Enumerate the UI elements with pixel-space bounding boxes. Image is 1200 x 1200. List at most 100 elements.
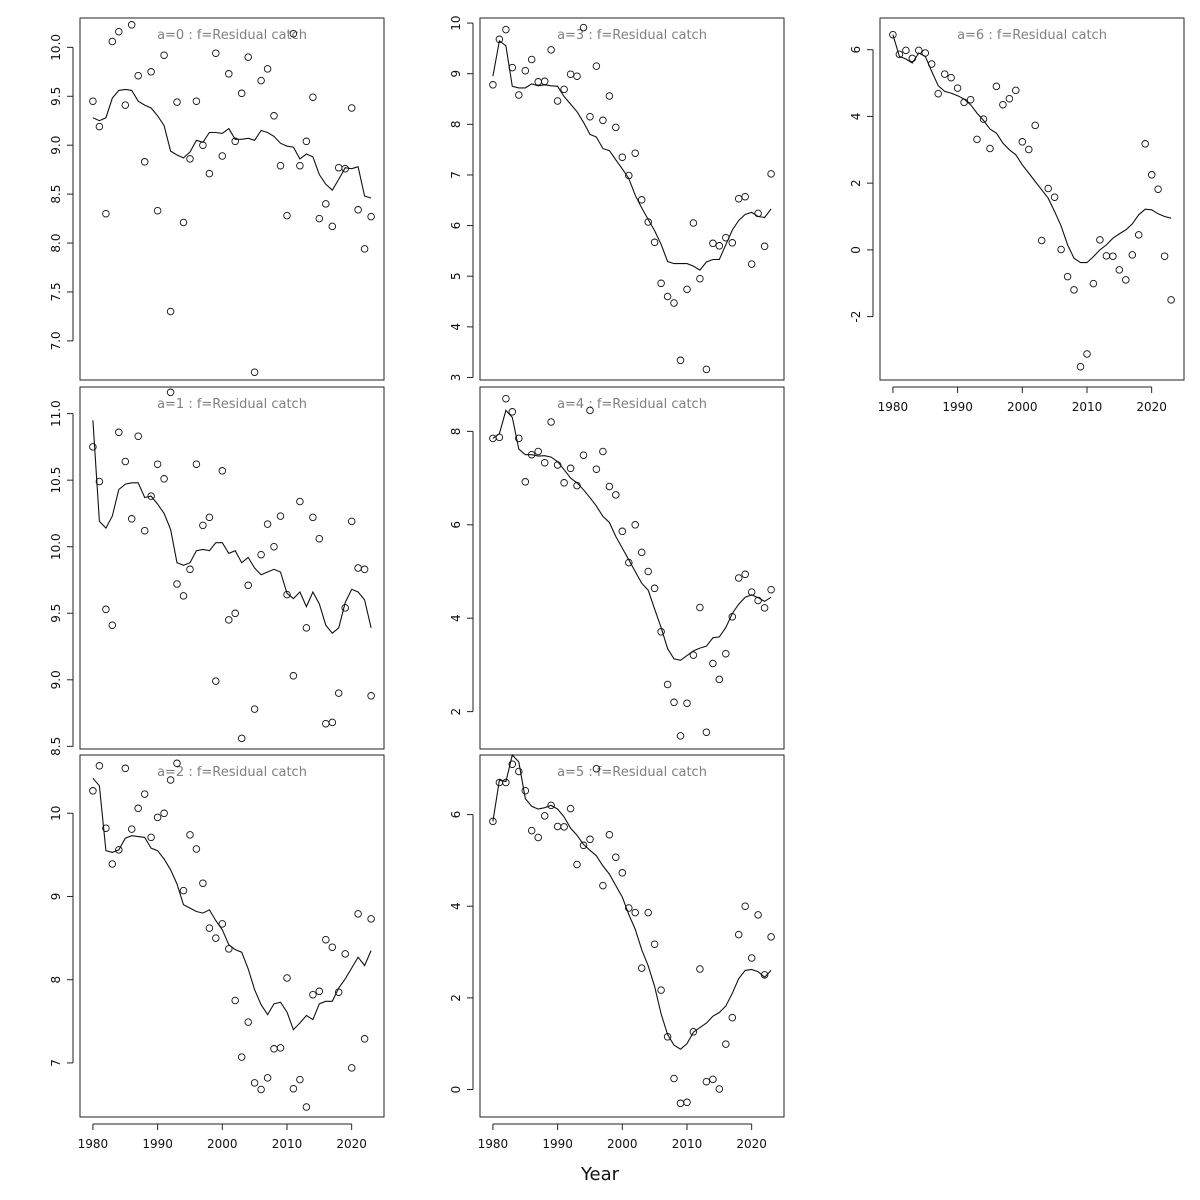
observed-point [360,1035,369,1043]
observed-point [257,550,265,559]
x-tick-label: 2000 [607,1137,638,1151]
observed-point [999,100,1007,109]
observed-point [166,776,175,784]
observed-point [612,123,620,132]
observed-point [289,1084,298,1093]
observed-point [263,1074,272,1082]
observed-point [153,206,162,215]
observed-point [115,428,123,437]
observed-point [115,846,123,854]
observed-point [212,49,220,57]
panel-1: a=1 : f=Residual catch 8.5 9.0 9.5 10.0 10.5 1… [49,386,385,756]
observed-point [283,211,291,220]
observed-point [515,434,523,443]
panel-title: a=2 : f=Residual catch [157,765,307,780]
y-tick-label: 10.5 [49,467,63,494]
y-tick-label: 9.5 [49,604,63,623]
observed-point [696,603,704,612]
observed-point [173,759,181,768]
y-tick-label: 8 [49,976,63,984]
observed-point [586,835,594,844]
observed-point [289,29,298,38]
observed-point [650,238,659,247]
panel-frame [879,17,1185,381]
observed-point [244,53,252,61]
observed-point [631,149,639,157]
observed-point [302,1103,311,1111]
observed-point [160,809,168,818]
observed-point [637,196,646,204]
observed-point [334,988,343,996]
observed-point [644,908,652,917]
observed-point [573,860,581,869]
y-tick-label: 9.0 [49,136,63,155]
x-tick-label: 2020 [736,1137,767,1151]
y-tick-label: 6 [449,521,463,529]
observed-point [1083,350,1091,358]
observed-point [166,307,175,316]
x-tick-label: 1980 [78,1137,109,1151]
observed-point [754,596,762,605]
observed-point [502,25,510,34]
observed-point [212,677,220,685]
observed-point [102,824,110,832]
observed-point [696,965,704,973]
observed-point [521,478,530,486]
observed-point [192,97,201,105]
x-tick-label: 1990 [542,1137,573,1151]
observed-point [134,432,142,440]
observed-point [108,860,117,868]
observed-point [1128,251,1137,259]
observed-point [244,581,252,590]
observed-point [560,85,568,94]
observed-point [1154,185,1162,193]
observed-point [147,68,155,76]
observed-point [940,70,949,78]
observed-point [534,833,542,842]
observed-point [309,513,317,522]
y-tick-label: 6 [449,811,463,819]
observed-point [341,604,349,612]
y-tick-label: 0 [449,1086,463,1094]
observed-point [676,732,685,740]
observed-point [553,97,562,105]
observed-point [618,527,627,536]
fitted-line [892,34,1172,264]
observed-point [127,515,136,523]
observed-point [953,84,962,92]
y-tick-label: 0 [849,246,863,254]
observed-point [302,624,311,632]
observed-point [605,482,614,491]
observed-point [625,558,633,567]
observed-point [140,790,149,798]
observed-point [212,934,220,942]
observed-point [186,155,194,163]
observed-point [566,70,575,78]
observed-point [347,1064,356,1072]
observed-point [715,675,724,684]
observed-point [250,705,259,713]
observed-point [592,764,601,773]
panel-5: a=5 : f=Residual catch 0 2 4 6 1980 1990 2000 20… [449,753,785,1151]
observed-point [1070,286,1078,294]
observed-point [160,51,168,59]
observed-point [521,786,530,795]
observed-point [322,935,330,944]
observed-point [263,520,272,528]
observed-point [89,443,97,451]
observed-point [728,1013,737,1022]
observed-point [747,260,756,268]
observed-point [276,512,285,520]
observed-point [663,292,672,301]
x-tick-label: 1980 [478,1137,509,1151]
observed-point [121,457,130,466]
observed-point [683,285,691,294]
observed-point [186,831,194,839]
fitted-line [492,39,772,271]
y-tick-label: 9 [449,70,463,78]
observed-point [722,1040,730,1048]
y-tick-label: 4 [449,614,463,622]
observed-point [328,943,337,951]
observed-point [367,915,375,923]
